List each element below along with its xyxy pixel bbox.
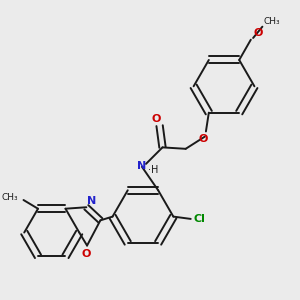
Text: O: O: [82, 249, 91, 259]
Text: O: O: [152, 114, 161, 124]
Text: O: O: [199, 134, 208, 144]
Text: Cl: Cl: [193, 214, 205, 224]
Text: CH₃: CH₃: [2, 194, 18, 202]
Text: N: N: [88, 196, 97, 206]
Text: N: N: [137, 161, 146, 171]
Text: CH₃: CH₃: [264, 17, 280, 26]
Text: ·H: ·H: [148, 165, 158, 175]
Text: O: O: [253, 28, 262, 38]
